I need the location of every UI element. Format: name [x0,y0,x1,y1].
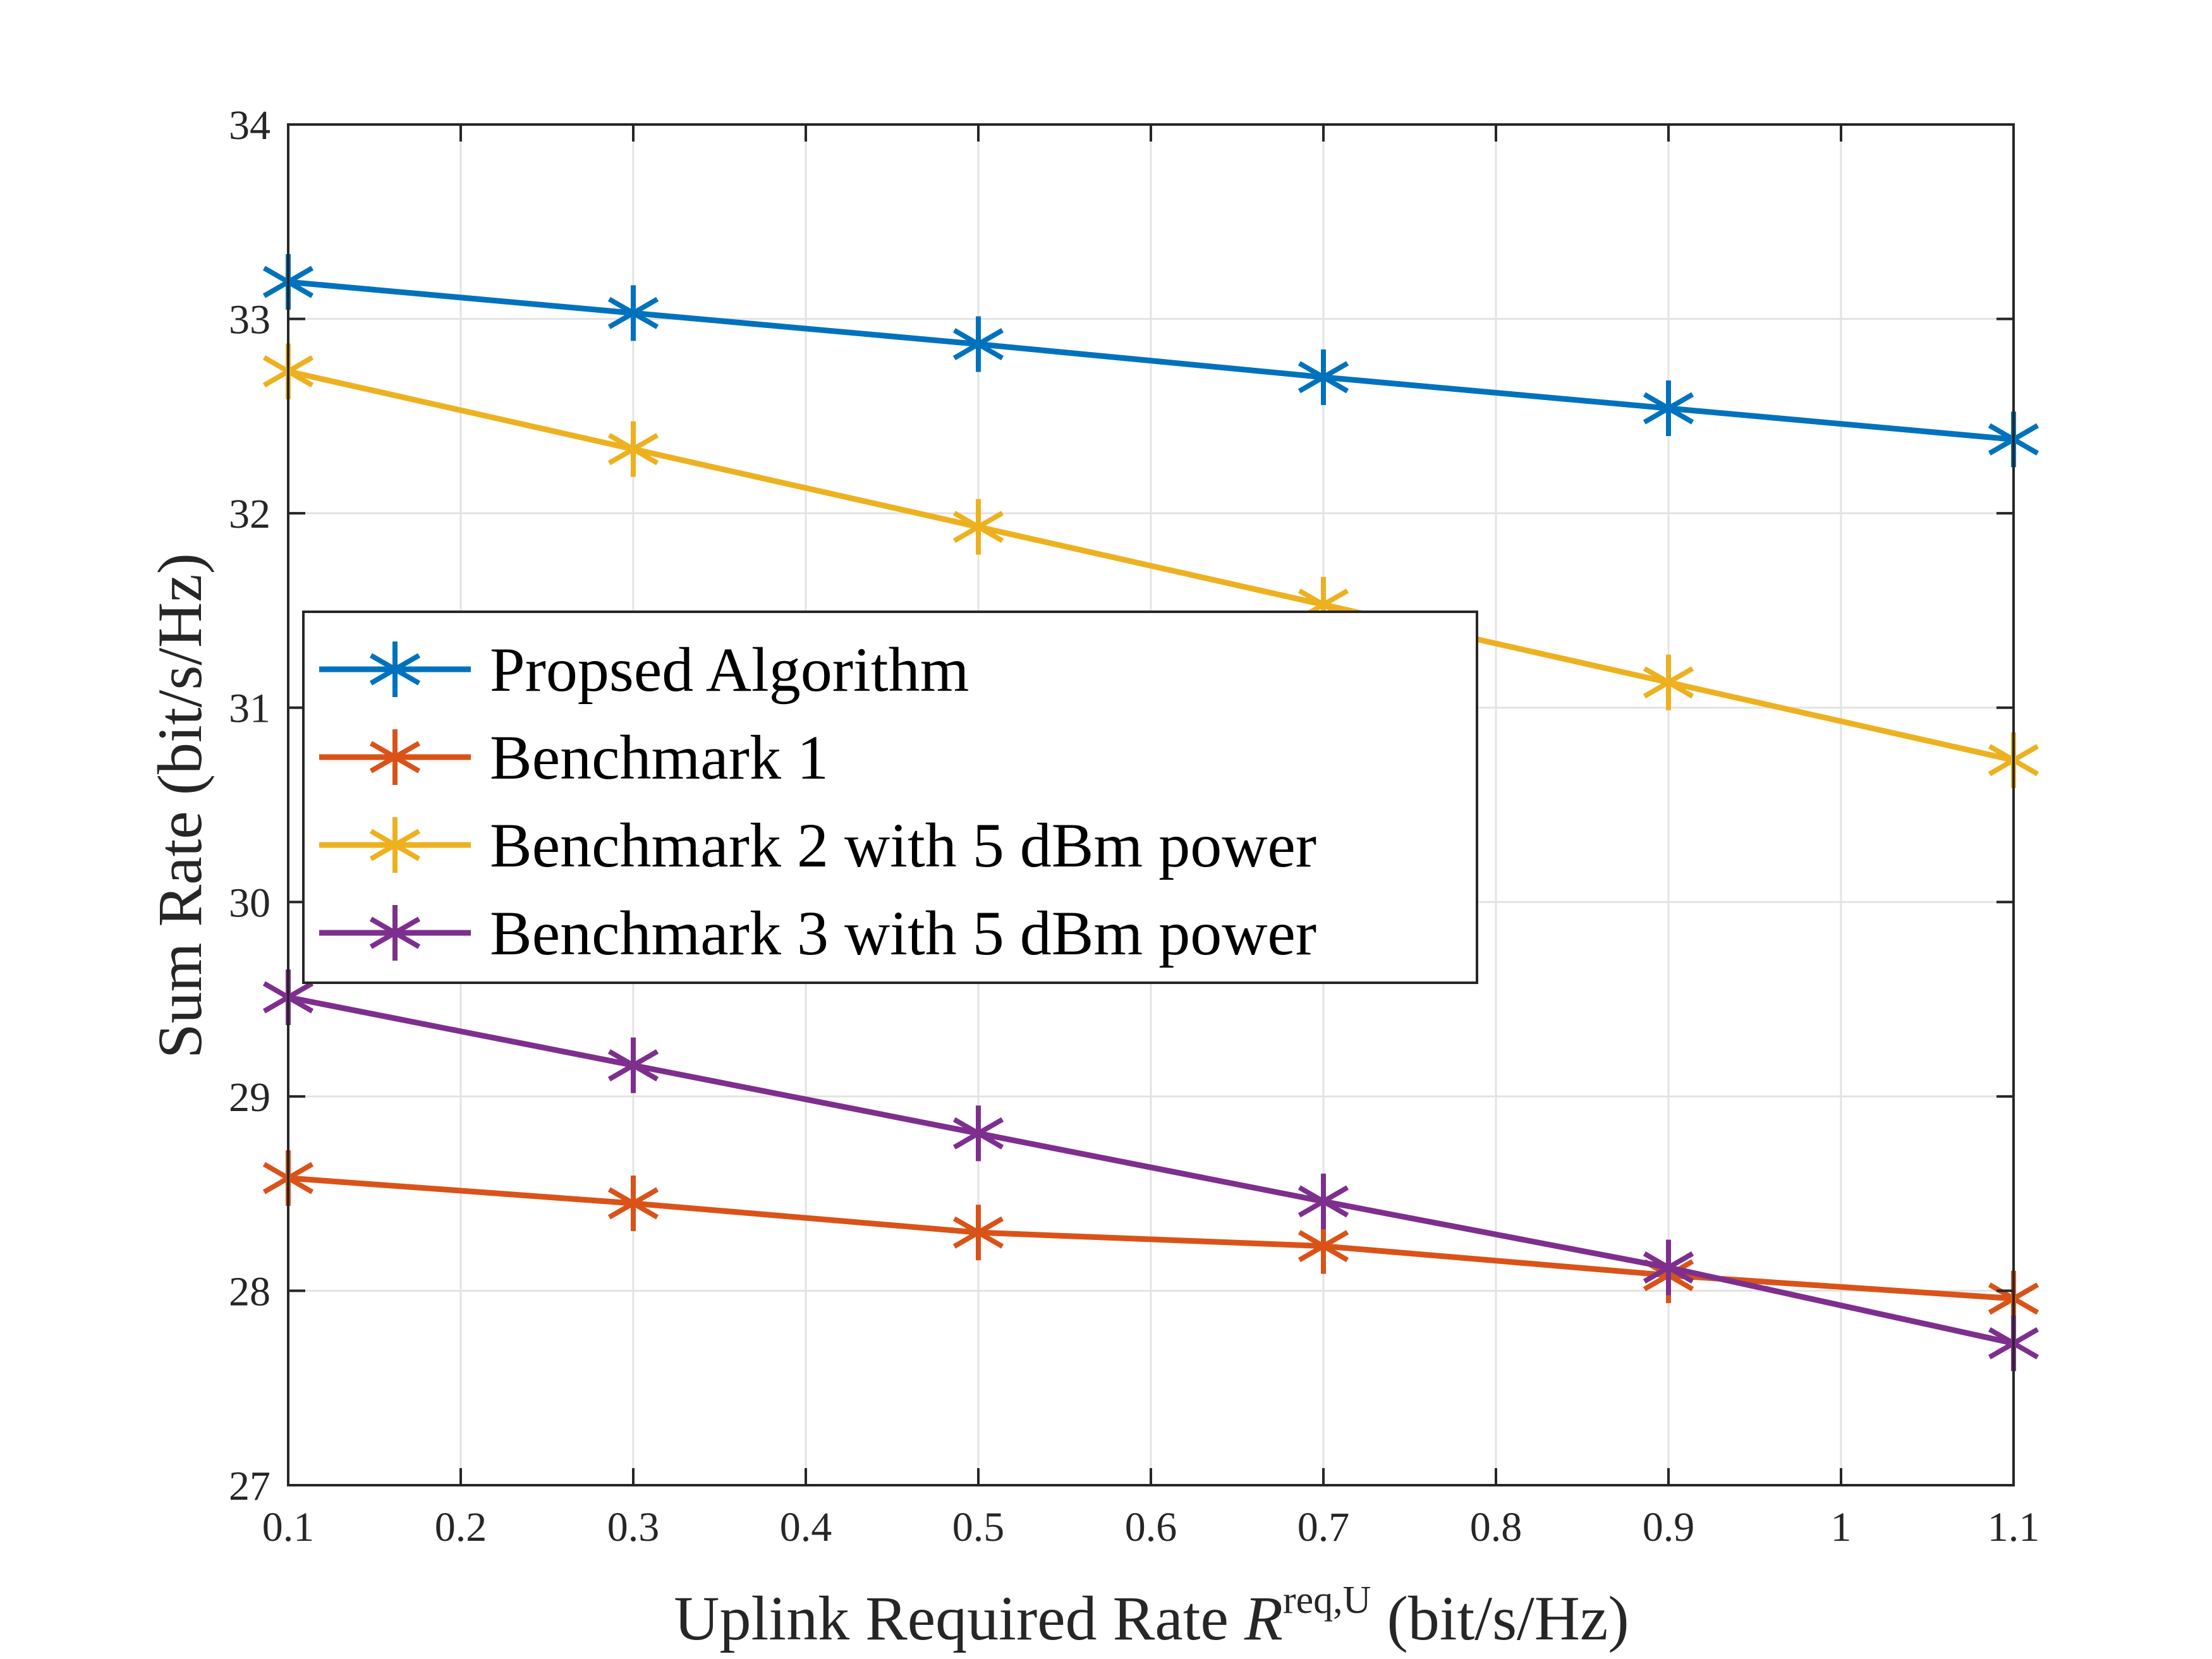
legend: Propsed Algorithm Benchmark 1 Benchmark 2 … [302,611,1478,984]
x-axis-label-symbol: R [1244,1583,1283,1653]
x-tick-label: 0.4 [780,1504,832,1550]
y-tick-label: 30 [229,880,270,926]
legend-marker [369,817,421,873]
x-tick-label: 0.7 [1297,1504,1350,1550]
data-point [952,1205,1004,1261]
data-point [607,285,659,341]
series-line [288,279,2014,442]
data-point [1643,654,1694,710]
data-point [1643,1239,1694,1296]
legend-label: Benchmark 3 with 5 dBm power [490,898,1316,968]
x-axis-label-suffix: (bit/s/Hz) [1371,1583,1629,1653]
series-line [288,368,2014,763]
series-layer [262,254,2039,1371]
y-axis-label: Sum Rate (bit/s/Hz) [145,553,215,1059]
legend-entry: Propsed Algorithm [319,635,969,705]
legend-entry: Benchmark 3 with 5 dBm power [319,898,1316,968]
ticks: 0.1 0.2 0.3 0.4 0.5 0.6 0.7 0.8 0.9 1 1.1 27 28 29 30 3… [229,102,2039,1550]
x-axis-label-prefix: Uplink Required Rate [674,1583,1244,1653]
x-axis-label: Uplink Required Rate Rreq,U (bit/s/Hz) [674,1579,1629,1653]
x-tick-label: 0.9 [1643,1504,1695,1550]
y-tick-label: 29 [229,1074,270,1121]
data-point [607,421,659,477]
y-tick-label: 34 [229,102,270,149]
data-point [1297,349,1349,405]
series-1 [262,254,2039,468]
data-point [607,1176,659,1232]
legend-entry: Benchmark 2 with 5 dBm power [319,810,1316,880]
x-tick-label: 0.1 [262,1504,315,1550]
legend-label: Benchmark 2 with 5 dBm power [490,810,1316,880]
legend-entry: Benchmark 1 [319,722,829,793]
data-point [952,499,1004,555]
data-point [952,1105,1004,1162]
x-tick-label: 0.5 [952,1504,1005,1550]
x-tick-label: 0.8 [1470,1504,1522,1550]
legend-marker [369,729,421,785]
legend-marker [369,641,421,697]
legend-label: Propsed Algorithm [490,635,969,705]
x-axis-label-superscript: req,U [1283,1579,1371,1622]
y-tick-label: 31 [229,686,270,732]
y-tick-label: 27 [229,1463,270,1509]
x-tick-label: 1.1 [1988,1504,2040,1550]
data-point [607,1037,659,1093]
legend-label: Benchmark 1 [490,722,829,793]
x-tick-label: 1 [1831,1504,1852,1550]
x-tick-label: 0.6 [1125,1504,1177,1550]
data-point [952,316,1004,372]
y-tick-label: 28 [229,1268,270,1315]
y-tick-label: 32 [229,491,270,537]
legend-marker [369,905,421,961]
y-tick-label: 33 [229,297,270,343]
x-tick-label: 0.3 [607,1504,660,1550]
data-point [1297,1173,1349,1229]
data-point [1643,380,1694,437]
series-line [288,994,2014,1346]
legend-box [302,611,1478,984]
x-tick-label: 0.2 [435,1504,487,1550]
